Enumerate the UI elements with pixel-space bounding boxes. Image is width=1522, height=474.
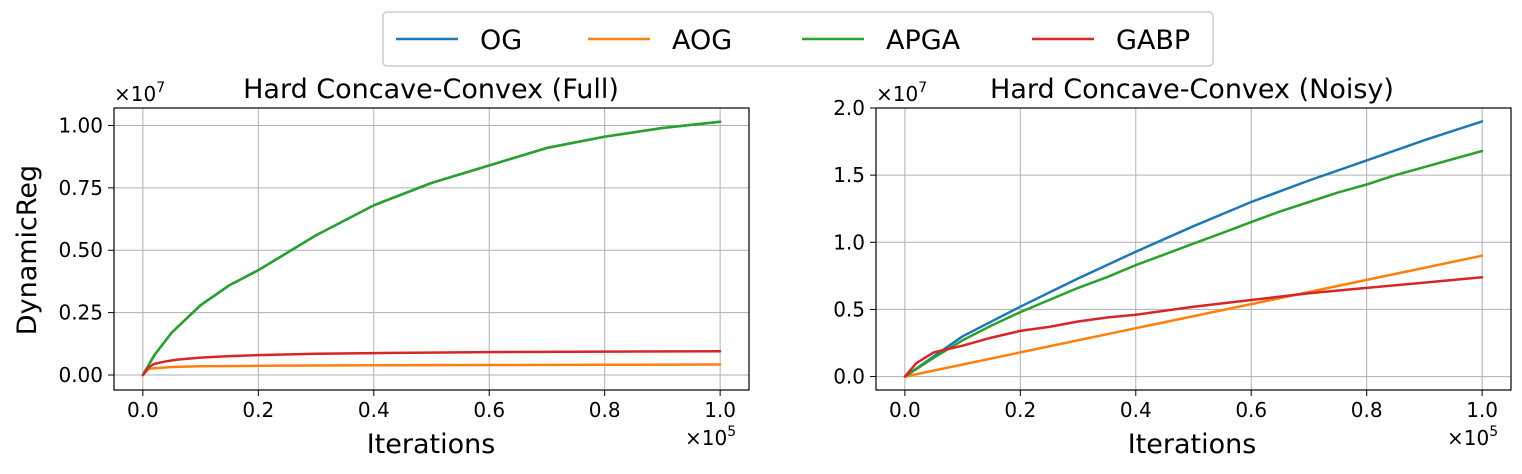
x-axis-label: Iterations bbox=[1128, 429, 1257, 460]
series-line-gabp bbox=[903, 275, 1484, 378]
y-tick-label: 1.5 bbox=[833, 163, 865, 187]
x-tick-label: 1.0 bbox=[704, 398, 736, 422]
legend-label-og: OG bbox=[480, 25, 522, 56]
y-multiplier: ×107 bbox=[876, 80, 927, 106]
legend: OG AOG APGA GABP bbox=[382, 11, 1214, 67]
y-tick-label: 1.0 bbox=[833, 230, 865, 254]
legend-frame bbox=[382, 11, 1214, 67]
x-axis-label: Iterations bbox=[367, 429, 496, 460]
series-line-apga bbox=[141, 120, 722, 377]
legend-label-apga: APGA bbox=[886, 25, 961, 56]
y-tick-label: 0.5 bbox=[833, 297, 865, 321]
chart-full: Hard Concave-Convex (Full) DynamicReg It… bbox=[12, 74, 750, 460]
series-line-aog bbox=[903, 254, 1484, 378]
x-tick-label: 0.8 bbox=[1351, 398, 1383, 422]
y-tick-label: 2.0 bbox=[833, 96, 865, 120]
x-multiplier: ×105 bbox=[685, 424, 736, 450]
y-axis-label: DynamicReg bbox=[12, 165, 43, 335]
x-tick-label: 0.0 bbox=[127, 398, 159, 422]
y-tick-label: 0.50 bbox=[58, 238, 103, 262]
series-line-og bbox=[903, 120, 1484, 378]
x-tick-label: 0.6 bbox=[473, 398, 505, 422]
x-tick-label: 0.4 bbox=[1120, 398, 1152, 422]
y-tick-label: 1.00 bbox=[58, 113, 103, 137]
x-tick-label: 0.4 bbox=[358, 398, 390, 422]
plot-frame bbox=[113, 107, 750, 391]
y-tick-label: 0.25 bbox=[58, 301, 103, 325]
y-tick-label: 0.0 bbox=[833, 365, 865, 389]
x-tick-label: 0.8 bbox=[589, 398, 621, 422]
chart-title: Hard Concave-Convex (Full) bbox=[243, 74, 619, 105]
chart-title: Hard Concave-Convex (Noisy) bbox=[990, 74, 1394, 105]
series-line-gabp bbox=[141, 350, 722, 377]
series-line-aog bbox=[141, 363, 722, 377]
y-tick-label: 0.00 bbox=[58, 363, 103, 387]
x-tick-label: 0.2 bbox=[1004, 398, 1036, 422]
x-multiplier: ×105 bbox=[1447, 424, 1498, 450]
series-line-apga bbox=[903, 149, 1484, 378]
y-multiplier: ×107 bbox=[114, 80, 165, 106]
legend-label-aog: AOG bbox=[672, 25, 732, 56]
chart-noisy: Hard Concave-Convex (Noisy) Iterations ×… bbox=[833, 74, 1512, 460]
series-line-og bbox=[141, 120, 722, 377]
legend-label-gabp: GABP bbox=[1116, 25, 1190, 56]
x-tick-label: 0.2 bbox=[242, 398, 274, 422]
x-tick-label: 0.6 bbox=[1235, 398, 1267, 422]
x-tick-label: 1.0 bbox=[1466, 398, 1498, 422]
y-tick-label: 0.75 bbox=[58, 176, 103, 200]
plot-frame bbox=[875, 107, 1512, 391]
x-tick-label: 0.0 bbox=[889, 398, 921, 422]
